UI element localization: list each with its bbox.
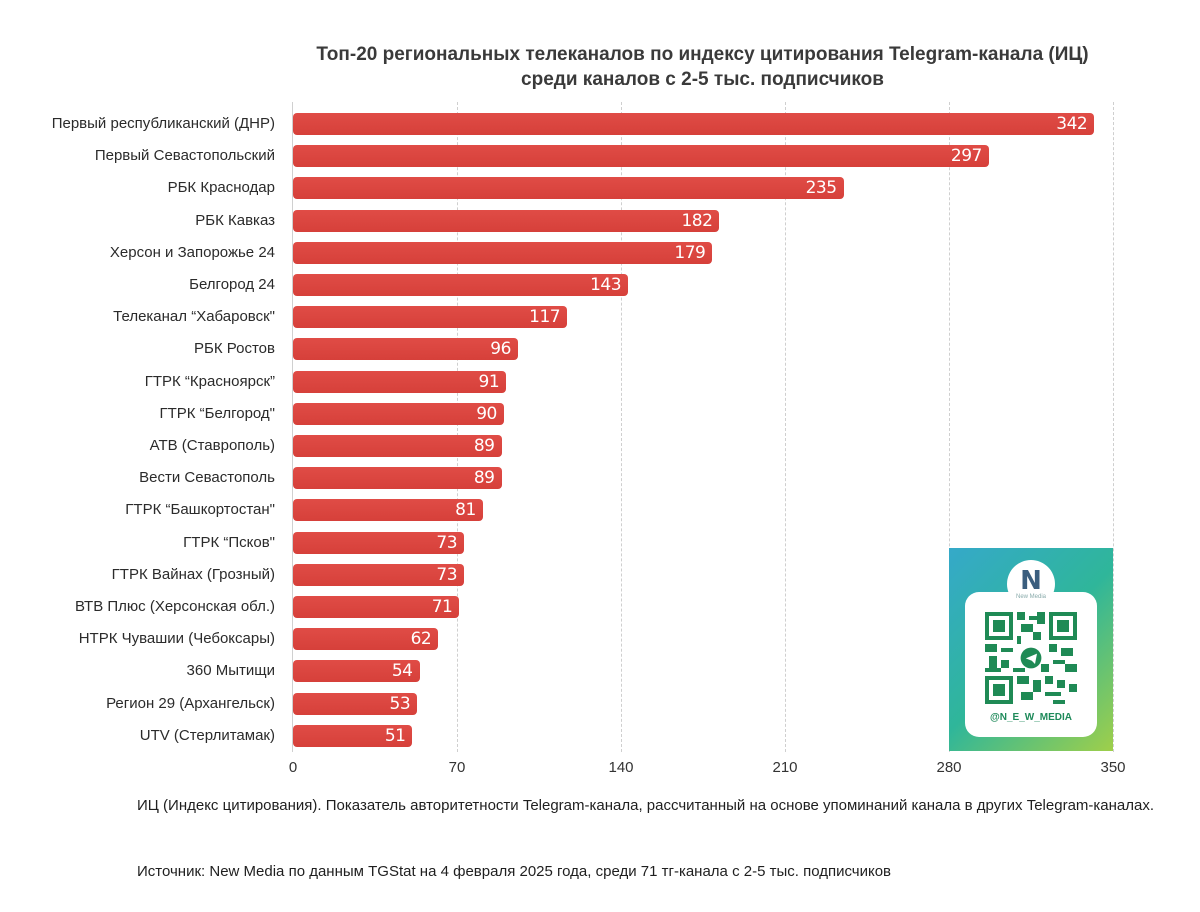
x-tick-label: 70	[448, 759, 466, 776]
logo-subtitle: New Media	[1015, 593, 1046, 600]
qr-handle-text: @N_E_W_MEDIA	[990, 712, 1072, 723]
category-label: ГТРК “Белгород"	[159, 404, 275, 422]
category-label: Телеканал “Хабаровск"	[113, 308, 275, 326]
category-label: РБК Ростов	[194, 340, 275, 358]
bar-value-label: 179	[674, 242, 706, 263]
bar[interactable]: 117	[293, 306, 568, 329]
bar-value-label: 62	[410, 629, 432, 650]
bar[interactable]: 342	[293, 113, 1095, 135]
bar-value-label: 51	[384, 725, 406, 746]
bar-value-label: 54	[391, 661, 413, 682]
category-label: Регион 29 (Архангельск)	[106, 694, 275, 712]
gridline	[621, 102, 622, 752]
category-label: НТРК Чувашии (Чебоксары)	[78, 630, 275, 648]
category-label: АТВ (Ставрополь)	[149, 437, 275, 454]
bar[interactable]: 71	[293, 596, 460, 618]
x-tick-label: 280	[936, 759, 962, 776]
qr-promo-card[interactable]: @N_E_W_MEDIA N New Media	[949, 548, 1113, 751]
bar[interactable]: 182	[293, 209, 720, 232]
category-label: Херсон и Запорожье 24	[109, 243, 275, 261]
bar[interactable]: 54	[293, 660, 420, 683]
bar[interactable]: 89	[293, 435, 502, 457]
category-label: 360 Мытищи	[186, 662, 275, 680]
qr-code-icon[interactable]	[985, 612, 1077, 704]
new-media-logo: N New Media	[1007, 560, 1055, 608]
x-tick-label: 210	[772, 759, 798, 776]
gridline	[949, 102, 950, 752]
x-tick-label: 0	[288, 759, 298, 776]
bar-value-label: 96	[490, 339, 511, 360]
bar[interactable]: 143	[293, 274, 629, 296]
bar-value-label: 235	[805, 178, 837, 199]
bar-value-label: 90	[476, 403, 497, 424]
bar-value-label: 53	[389, 693, 411, 714]
bar[interactable]: 297	[293, 145, 989, 168]
bar-value-label: 73	[436, 532, 458, 553]
category-label: ГТРК “Псков"	[183, 533, 275, 551]
source-note: Источник: New Media по данным TGStat на …	[137, 863, 892, 880]
bar[interactable]: 91	[293, 370, 507, 393]
category-label: Первый Севастопольский	[94, 147, 275, 165]
category-label: РБК Краснодар	[167, 179, 275, 197]
gridline	[1113, 102, 1114, 752]
bar-value-label: 342	[1056, 114, 1088, 134]
bar[interactable]: 90	[293, 402, 504, 425]
category-label: ГТРК Вайнах (Грозный)	[111, 565, 275, 583]
definition-note: ИЦ (Индекс цитирования). Показатель авто…	[137, 797, 1155, 814]
category-label: Вести Севастополь	[139, 469, 275, 487]
qr-panel: @N_E_W_MEDIA	[965, 592, 1097, 737]
x-tick-label: 350	[1100, 759, 1126, 776]
y-axis-line	[292, 102, 293, 752]
bar-value-label: 81	[455, 500, 476, 521]
chart-title: Топ-20 региональных телеканалов по индек…	[0, 42, 1200, 92]
bar[interactable]: 81	[293, 499, 483, 522]
bar-value-label: 297	[950, 146, 982, 167]
category-label: ГТРК “Красноярск”	[144, 372, 275, 390]
category-label: РБК Кавказ	[195, 211, 275, 229]
bar[interactable]: 53	[293, 692, 418, 715]
bar-value-label: 71	[431, 597, 453, 617]
gridline	[785, 102, 786, 752]
bar[interactable]: 235	[293, 177, 844, 200]
bar[interactable]: 62	[293, 628, 439, 651]
bar[interactable]: 89	[293, 467, 502, 490]
bar[interactable]: 73	[293, 563, 465, 586]
logo-letter: N	[1020, 565, 1042, 596]
bar[interactable]: 73	[293, 531, 465, 554]
bar-value-label: 143	[590, 275, 622, 295]
bar-value-label: 91	[478, 371, 500, 392]
bar[interactable]: 96	[293, 338, 518, 361]
category-label: Первый республиканский (ДНР)	[51, 115, 275, 132]
category-label: ВТВ Плюс (Херсонская обл.)	[75, 598, 275, 615]
bar-value-label: 182	[681, 210, 713, 231]
category-label: Белгород 24	[189, 276, 275, 293]
bar[interactable]: 51	[293, 724, 413, 747]
category-label: UTV (Стерлитамак)	[139, 726, 275, 744]
x-tick-label: 140	[608, 759, 634, 776]
bar[interactable]: 179	[293, 241, 713, 264]
bar-value-label: 73	[436, 564, 458, 585]
bar-value-label: 89	[473, 468, 495, 489]
chart-title-line1: Топ-20 региональных телеканалов по индек…	[316, 44, 1089, 65]
category-label: ГТРК “Башкортостан"	[125, 501, 275, 519]
bar-value-label: 89	[473, 436, 495, 456]
gridline	[457, 102, 458, 752]
bar-value-label: 117	[529, 307, 561, 328]
chart-title-line2: среди каналов с 2-5 тыс. подписчиков	[521, 69, 884, 90]
